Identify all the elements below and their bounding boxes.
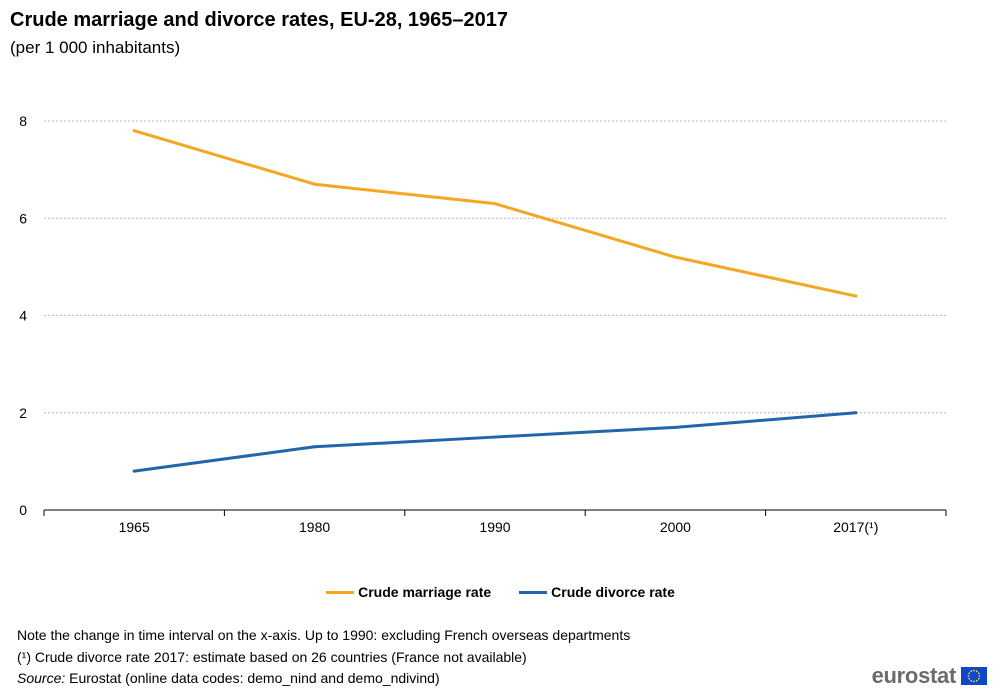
flag-star [975, 679, 978, 682]
flag-star [973, 669, 975, 672]
data-point-divorce [854, 411, 858, 415]
y-tick-label: 6 [19, 210, 27, 226]
legend-label-marriage: Crude marriage rate [358, 584, 492, 600]
data-point-marriage [854, 294, 858, 298]
x-tick-label: 2000 [660, 519, 691, 535]
x-tick-label: 1965 [119, 519, 150, 535]
flag-background [961, 667, 987, 685]
flag-star [977, 677, 980, 680]
flag-star [967, 675, 970, 677]
flag-star [970, 670, 973, 673]
legend-swatch-divorce [519, 590, 548, 594]
legend-item-marriage: Crude marriage rate [326, 584, 491, 600]
data-point-divorce [493, 435, 497, 439]
y-tick-label: 4 [19, 308, 27, 324]
legend-swatch-marriage [326, 590, 355, 594]
eurostat-wordmark: eurostat [871, 663, 957, 688]
chart-subtitle: (per 1 000 inhabitants) [10, 38, 181, 57]
legend-label-divorce: Crude divorce rate [551, 584, 675, 600]
legend-item-divorce: Crude divorce rate [519, 584, 675, 600]
flag-star [970, 679, 973, 682]
series-line-marriage [132, 129, 858, 298]
note-interval: Note the change in time interval on the … [17, 627, 631, 643]
data-point-marriage [673, 255, 677, 259]
flag-star [977, 672, 980, 675]
x-tick-label: 1980 [299, 519, 330, 535]
flag-star [968, 672, 971, 675]
chart-notes: Note the change in time interval on the … [17, 625, 630, 690]
y-tick-label: 0 [19, 502, 27, 518]
flag-star [978, 675, 981, 677]
note-source: Source: Eurostat (online data codes: dem… [17, 668, 630, 690]
chart-title: Crude marriage and divorce rates, EU-28,… [10, 9, 509, 31]
data-point-marriage [493, 202, 497, 206]
data-point-divorce [132, 469, 136, 473]
line-chart: 0 2 4 6 8 1965 1980 1990 2000 2017(¹) [19, 113, 947, 535]
y-tick-label: 2 [19, 405, 27, 421]
note-footnote-1: (¹) Crude divorce rate 2017: estimate ba… [17, 648, 527, 665]
flag-star [973, 680, 975, 683]
flag-star [968, 677, 971, 680]
data-point-divorce [313, 445, 317, 449]
data-point-marriage [132, 129, 136, 133]
x-tick-label: 2017(¹) [833, 519, 878, 535]
source-label: Source: [17, 670, 66, 686]
data-point-divorce [673, 425, 677, 429]
series-line-divorce [132, 411, 858, 473]
flag-star [975, 670, 978, 673]
eu-flag-icon [961, 667, 987, 685]
chart-legend: Crude marriage rate Crude divorce rate [0, 584, 1001, 600]
x-tick-label: 1990 [479, 519, 510, 535]
eurostat-logo: eurostat [871, 663, 987, 688]
source-text: Eurostat (online data codes: demo_nind a… [65, 670, 440, 686]
data-point-marriage [313, 182, 317, 186]
y-tick-label: 8 [19, 113, 27, 129]
